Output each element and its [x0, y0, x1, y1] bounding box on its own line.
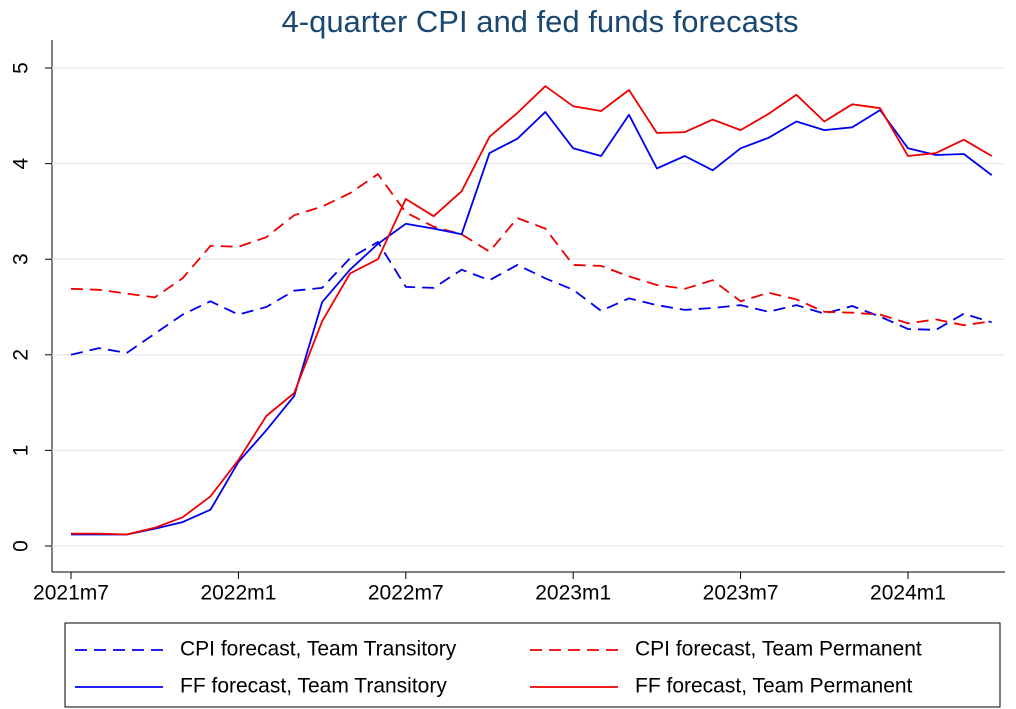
x-tick-label: 2023m7 — [703, 582, 779, 605]
y-tick-label: 3 — [10, 253, 33, 265]
legend-box — [64, 622, 1001, 708]
legend-label: FF forecast, Team Permanent — [635, 675, 913, 698]
x-tick-label: 2022m1 — [200, 582, 276, 605]
y-tick-label: 2 — [10, 349, 33, 361]
y-tick-label: 5 — [10, 62, 33, 74]
legend-label: FF forecast, Team Transitory — [180, 675, 447, 698]
series-line — [71, 85, 993, 536]
x-tick-label: 2021m7 — [33, 582, 109, 605]
x-tick-label: 2022m7 — [368, 582, 444, 605]
series-line — [70, 173, 992, 327]
legend-label: CPI forecast, Team Transitory — [180, 638, 457, 661]
y-tick-label: 1 — [10, 445, 33, 457]
x-tick-label: 2024m1 — [870, 582, 946, 605]
series-line — [70, 241, 992, 356]
y-tick-label: 0 — [10, 540, 33, 552]
series-line — [71, 109, 993, 536]
chart-title: 4-quarter CPI and fed funds forecasts — [282, 4, 799, 39]
legend-label: CPI forecast, Team Permanent — [635, 638, 922, 661]
y-tick-label: 4 — [10, 157, 33, 169]
x-tick-label: 2023m1 — [535, 582, 611, 605]
